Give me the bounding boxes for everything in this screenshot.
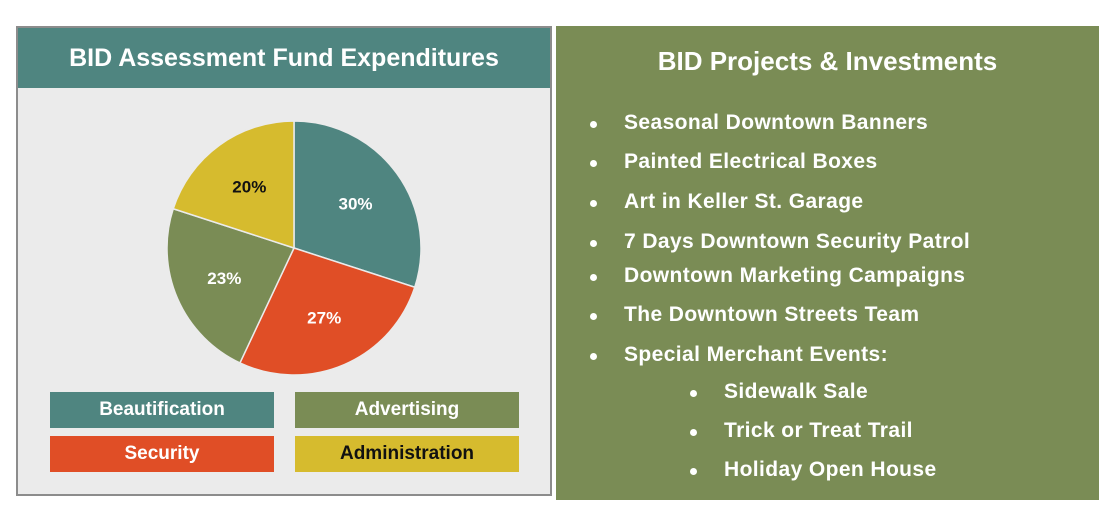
projects-panel: BID Projects & Investments Seasonal Down… bbox=[556, 26, 1099, 500]
bullet-icon bbox=[690, 429, 697, 436]
expenditures-panel: BID Assessment Fund Expenditures 30% 27% 2… bbox=[16, 26, 552, 496]
bullet-icon bbox=[690, 468, 697, 475]
legend-item-administration: Administration bbox=[295, 436, 519, 472]
project-item: Special Merchant Events: bbox=[624, 343, 889, 366]
bullet-icon bbox=[590, 240, 597, 247]
pie-slice-security bbox=[238, 247, 416, 376]
expenditure-pie-chart: 30% 27% 23% 20% bbox=[166, 120, 422, 376]
legend-item-security: Security bbox=[50, 436, 274, 472]
project-item: The Downtown Streets Team bbox=[624, 303, 920, 326]
project-item: Seasonal Downtown Banners bbox=[624, 111, 929, 134]
project-subitem: Holiday Open House bbox=[724, 458, 937, 481]
project-item: Downtown Marketing Campaigns bbox=[624, 264, 966, 287]
bullet-icon bbox=[590, 274, 597, 281]
bullet-icon bbox=[590, 353, 597, 360]
project-subitem: Trick or Treat Trail bbox=[724, 419, 913, 442]
expenditures-title: BID Assessment Fund Expenditures bbox=[18, 28, 550, 88]
project-item: Painted Electrical Boxes bbox=[624, 150, 878, 173]
legend-item-beautification: Beautification bbox=[50, 392, 274, 428]
project-subitem: Sidewalk Sale bbox=[724, 380, 869, 403]
bullet-icon bbox=[590, 160, 597, 167]
bullet-icon bbox=[590, 313, 597, 320]
legend-item-advertising: Advertising bbox=[295, 392, 519, 428]
pie-label-security: 27% bbox=[307, 309, 341, 328]
bullet-icon bbox=[590, 121, 597, 128]
project-item: 7 Days Downtown Security Patrol bbox=[624, 230, 971, 253]
projects-title: BID Projects & Investments bbox=[657, 46, 998, 76]
pie-slice-beautification bbox=[293, 120, 422, 289]
pie-label-advertising: 23% bbox=[207, 269, 241, 288]
bullet-icon bbox=[690, 390, 697, 397]
pie-slice-administration bbox=[172, 120, 295, 250]
pie-label-beautification: 30% bbox=[338, 194, 372, 213]
bullet-icon bbox=[590, 200, 597, 207]
project-item: Art in Keller St. Garage bbox=[624, 190, 864, 213]
pie-slice-advertising bbox=[166, 207, 296, 364]
pie-label-administration: 20% bbox=[232, 178, 266, 197]
